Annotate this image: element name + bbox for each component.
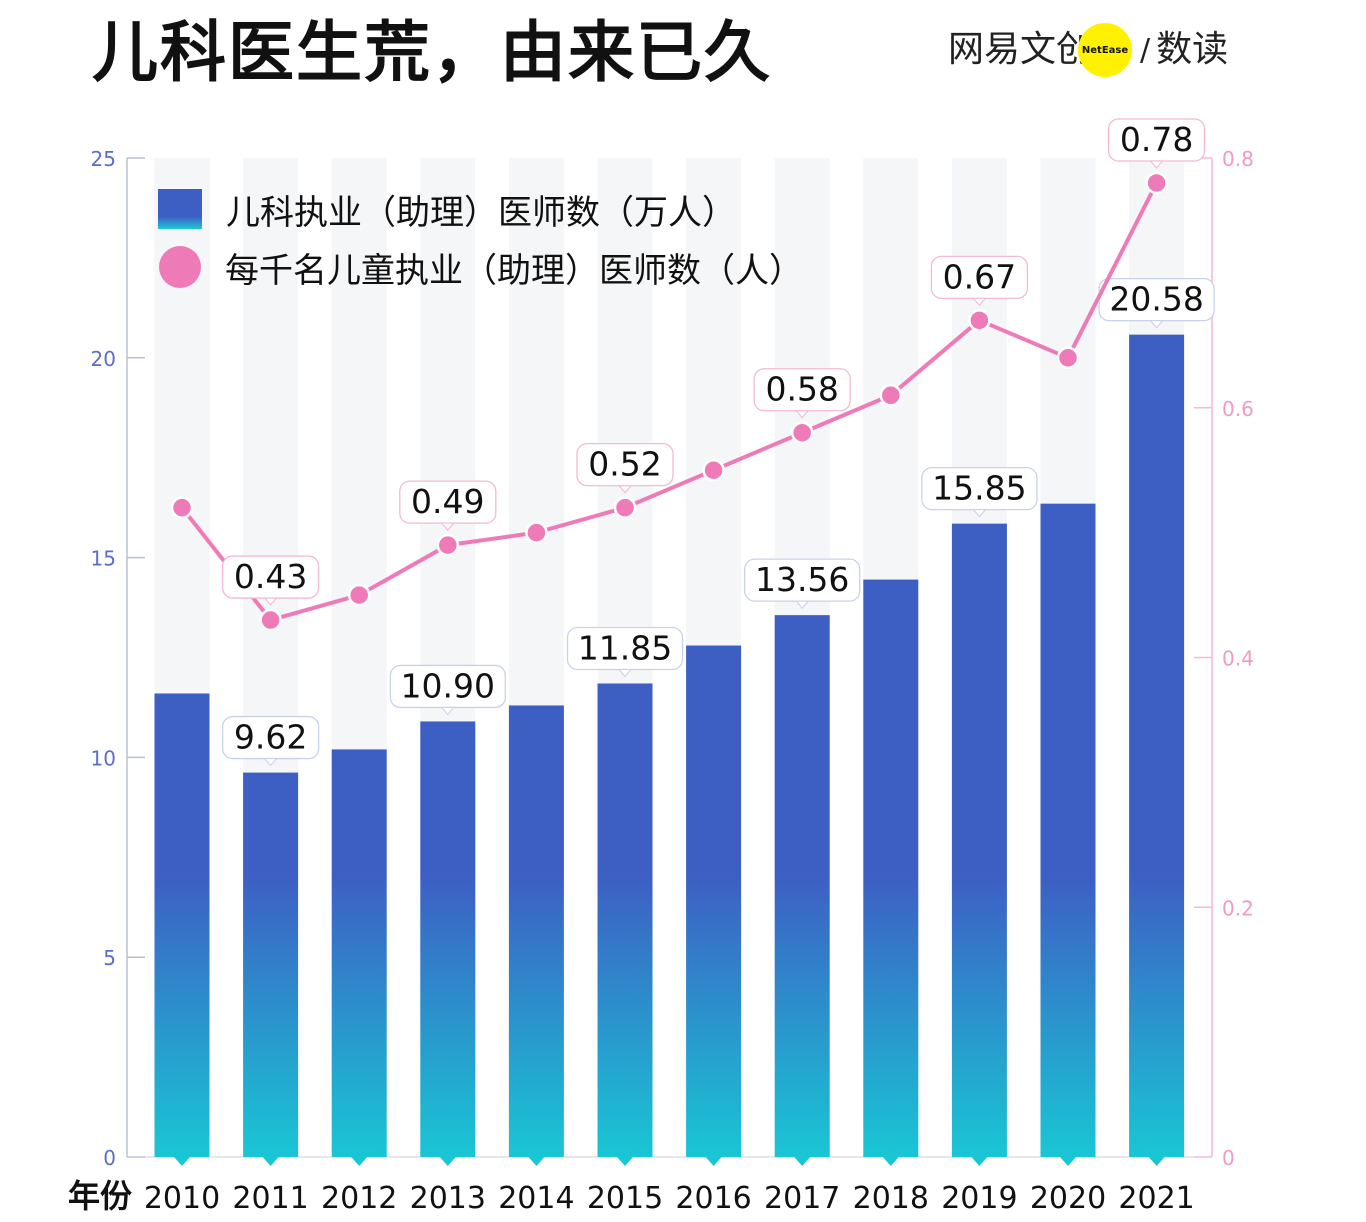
series-line [180,182,1159,623]
bar-marker [1060,1157,1076,1166]
bar-marker [794,1157,811,1166]
brand-separator: / [1140,32,1151,68]
bar-marker [882,1157,899,1166]
x-tick-label: 2020 [1030,1181,1106,1216]
right-axis-tick-label: 0.2 [1222,896,1254,920]
bar [1129,334,1185,1158]
left-axis-tick-label: 15 [91,547,116,571]
bar-marker [528,1157,545,1166]
line-value-label: 0.43 [234,557,307,596]
right-axis-tick-label: 0.4 [1222,647,1254,671]
line-point [436,533,460,557]
line-point [347,583,371,607]
line-point [613,496,637,519]
legend-item-bar: 儿科执业（助理）医师数（万人） [158,180,803,238]
bar-value-label: 13.56 [755,560,849,599]
bar-value-label-pointer [795,600,810,609]
bar [686,645,742,1157]
x-tick-label: 2016 [675,1181,751,1216]
right-axis-tick-label: 0.8 [1222,147,1254,171]
bar-value-label-pointer [617,668,633,678]
x-axis-prefix: 年份 [68,1177,133,1215]
bar-marker [174,1157,190,1166]
x-tick-label: 2021 [1118,1181,1194,1216]
bar [420,721,476,1157]
line-value-label: 0.49 [411,482,484,521]
line-point [1056,346,1080,370]
bar [331,749,387,1157]
right-axis-tick-label: 0.6 [1222,397,1254,421]
bar-value-label-pointer [263,758,278,767]
left-axis-tick-label: 20 [91,347,116,371]
bar-value-label: 15.85 [932,469,1026,508]
line-value-label-pointer [617,485,633,494]
bar-value-label-pointer [440,706,455,716]
line-value-label: 0.78 [1120,120,1193,159]
line-value-label-pointer [440,522,455,531]
line-value-label-pointer [972,297,987,307]
left-axis-tick-label: 10 [91,746,116,770]
x-tick-label: 2013 [410,1181,486,1216]
bar-marker [351,1157,368,1166]
line-value-label: 0.67 [943,257,1016,296]
brand-sub: 数读 [1156,29,1229,70]
line-value-label-pointer [795,410,810,419]
bar-value-label: 9.62 [234,718,307,757]
x-tick-label: 2018 [853,1181,929,1216]
bar-value-label: 20.58 [1109,280,1203,319]
left-axis-tick-label: 5 [103,946,116,970]
x-tick-label: 2010 [144,1181,220,1216]
legend-label-bar: 儿科执业（助理）医师数（万人） [226,192,736,233]
left-axis-tick-label: 25 [91,147,116,171]
x-tick-label: 2011 [232,1181,308,1216]
bar-marker [971,1157,988,1166]
legend-label-line: 每千名儿童执业（助理）医师数（人） [225,250,803,291]
legend-item-line: 每千名儿童执业（助理）医师数（人） [158,238,803,296]
x-tick-label: 2019 [941,1181,1017,1216]
right-axis-tick-label: 0 [1222,1146,1235,1170]
legend-swatch-dot [159,246,201,288]
chart-title: 儿科医生荒，由来已久 [92,14,772,91]
bar-marker [439,1157,456,1166]
bar-value-label: 10.90 [401,666,495,705]
bar-marker [705,1157,722,1166]
bar-value-label-pointer [972,509,987,518]
bar-marker [1148,1157,1165,1166]
x-tick-label: 2017 [764,1181,840,1216]
legend: 儿科执业（助理）医师数（万人） 每千名儿童执业（助理）医师数（人） [158,180,803,296]
bar-value-label: 11.85 [578,628,672,667]
bar [154,693,210,1157]
bar [774,615,830,1157]
bar [1040,503,1096,1157]
line-point [259,608,282,632]
line-point [790,421,814,444]
brand-name: 网易文创 [948,29,1093,70]
line-value-label-pointer [1149,160,1164,169]
line-value-label-pointer [263,597,278,606]
line-value-label: 0.58 [765,370,838,409]
line-point [879,384,903,407]
left-axis-tick-label: 0 [103,1146,116,1170]
line-point [702,458,725,482]
brand-logo: 网易文创 NetEase / 数读 [948,20,1228,80]
line-point [170,496,194,519]
x-tick-label: 2015 [587,1181,663,1216]
bar [597,683,653,1157]
bar [951,523,1007,1157]
bar [508,705,564,1157]
line-value-label: 0.52 [588,445,661,484]
bar [243,772,299,1157]
bar-value-label-pointer [1149,320,1164,329]
bar-marker [617,1157,633,1166]
line-point [968,309,991,332]
x-tick-label: 2012 [321,1181,397,1216]
bar-marker [262,1157,279,1166]
x-tick-label: 2014 [498,1181,574,1216]
line-point [525,521,548,544]
brand-badge: NetEase [1078,23,1133,77]
bar [863,579,919,1157]
legend-swatch-bar [158,189,202,229]
line-point [1145,171,1168,195]
